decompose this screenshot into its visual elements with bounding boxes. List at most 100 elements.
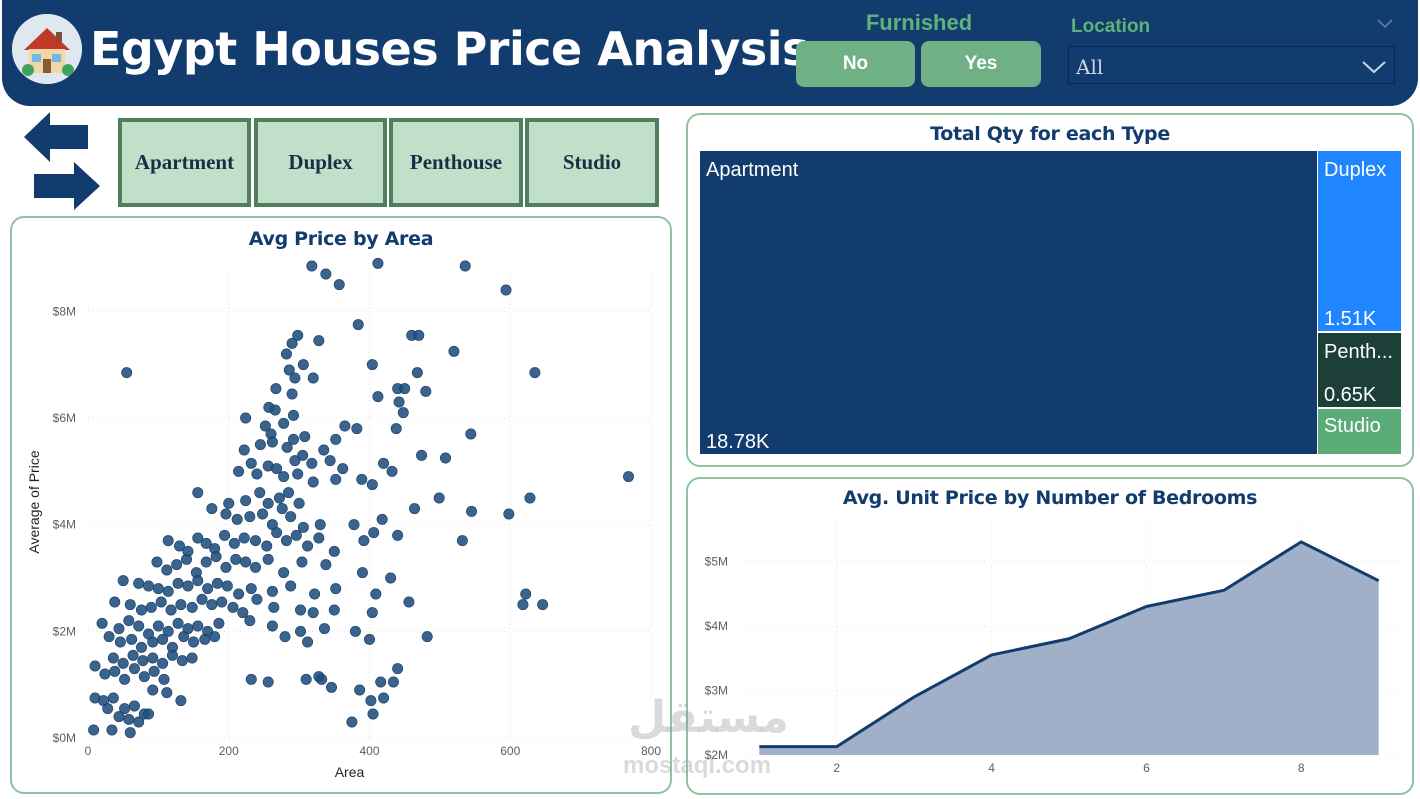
scatter-point[interactable] — [392, 529, 404, 541]
scatter-point[interactable] — [280, 348, 292, 360]
scatter-point[interactable] — [124, 727, 136, 739]
scatter-point[interactable] — [152, 620, 164, 632]
scatter-point[interactable] — [220, 508, 232, 520]
scatter-point[interactable] — [456, 535, 468, 547]
scatter-point[interactable] — [176, 655, 188, 667]
scatter-point[interactable] — [459, 260, 471, 272]
scatter-point[interactable] — [281, 441, 293, 453]
scatter-point[interactable] — [123, 713, 135, 725]
treemap-duplex[interactable]: Duplex 1.51K — [1318, 151, 1401, 331]
scatter-point[interactable] — [348, 519, 360, 531]
scatter-point[interactable] — [152, 583, 164, 595]
scatter-point[interactable] — [324, 455, 336, 467]
scatter-point[interactable] — [211, 577, 223, 589]
scatter-point[interactable] — [262, 553, 274, 565]
scatter-point[interactable] — [283, 487, 295, 499]
scatter-point[interactable] — [268, 601, 280, 613]
scatter-point[interactable] — [113, 711, 125, 723]
scatter-point[interactable] — [378, 692, 390, 704]
scatter-point[interactable] — [89, 660, 101, 672]
scatter-point[interactable] — [109, 665, 121, 677]
scatter-point[interactable] — [113, 623, 125, 635]
scatter-point[interactable] — [220, 561, 232, 573]
scatter-point[interactable] — [231, 513, 243, 525]
scatter-point[interactable] — [271, 527, 283, 539]
scatter-point[interactable] — [399, 383, 411, 395]
scatter-point[interactable] — [200, 537, 212, 549]
scatter-point[interactable] — [147, 652, 159, 664]
scatter-point[interactable] — [292, 329, 304, 341]
scatter-point[interactable] — [330, 583, 342, 595]
scatter-point[interactable] — [278, 567, 290, 579]
scatter-point[interactable] — [397, 407, 409, 419]
scatter-point[interactable] — [244, 511, 256, 523]
scatter-point[interactable] — [175, 695, 187, 707]
scatter-point[interactable] — [372, 391, 384, 403]
scatter-point[interactable] — [356, 473, 368, 485]
scatter-point[interactable] — [420, 385, 432, 397]
scatter-point[interactable] — [173, 540, 185, 552]
scatter-point[interactable] — [285, 511, 297, 523]
scatter-point[interactable] — [251, 468, 263, 480]
scatter-point[interactable] — [363, 633, 375, 645]
scatter-point[interactable] — [524, 492, 536, 504]
scatter-point[interactable] — [245, 583, 257, 595]
scatter-point[interactable] — [367, 708, 379, 720]
scatter-point[interactable] — [126, 633, 138, 645]
scatter-point[interactable] — [133, 577, 145, 589]
scatter-point[interactable] — [433, 492, 445, 504]
scatter-point[interactable] — [328, 545, 340, 557]
scatter-point[interactable] — [238, 532, 250, 544]
scatter-point[interactable] — [386, 465, 398, 477]
scatter-point[interactable] — [328, 604, 340, 616]
scatter-point[interactable] — [135, 641, 147, 653]
scatter-point[interactable] — [257, 508, 269, 520]
arrow-left-icon[interactable] — [24, 112, 90, 162]
scatter-point[interactable] — [151, 556, 163, 568]
scatter-point[interactable] — [390, 423, 402, 435]
scatter-point[interactable] — [351, 423, 363, 435]
furnished-no-button[interactable]: No — [796, 41, 915, 87]
scatter-point[interactable] — [346, 716, 358, 728]
scatter-point[interactable] — [117, 657, 129, 669]
scatter-point[interactable] — [413, 329, 425, 341]
scatter-point[interactable] — [240, 556, 252, 568]
scatter-point[interactable] — [466, 505, 478, 517]
area-series-line[interactable] — [759, 540, 1380, 749]
scatter-point[interactable] — [293, 497, 305, 509]
arrow-right-icon[interactable] — [32, 162, 100, 210]
scatter-point[interactable] — [337, 463, 349, 475]
scatter-point[interactable] — [161, 687, 173, 699]
scatter-point[interactable] — [278, 417, 290, 429]
scatter-point[interactable] — [162, 585, 174, 597]
scatter-point[interactable] — [385, 572, 397, 584]
scatter-point[interactable] — [289, 455, 301, 467]
scatter-point[interactable] — [157, 657, 169, 669]
scatter-point[interactable] — [299, 431, 311, 443]
scatter-point[interactable] — [106, 724, 118, 736]
scatter-point[interactable] — [196, 593, 208, 605]
scatter-point[interactable] — [206, 599, 218, 611]
scatter-point[interactable] — [162, 625, 174, 637]
scatter-point[interactable] — [155, 596, 167, 608]
scatter-point[interactable] — [181, 553, 193, 565]
scatter-point[interactable] — [143, 708, 155, 720]
scatter-point[interactable] — [99, 668, 111, 680]
scatter-point[interactable] — [297, 521, 309, 533]
scatter-point[interactable] — [103, 631, 115, 643]
scatter-point[interactable] — [465, 428, 477, 440]
scatter-point[interactable] — [192, 532, 204, 544]
scatter-point[interactable] — [172, 617, 184, 629]
scatter-point[interactable] — [375, 676, 387, 688]
scatter-point[interactable] — [286, 337, 298, 349]
scatter-point[interactable] — [227, 601, 239, 613]
scatter-point[interactable] — [219, 529, 231, 541]
scatter-point[interactable] — [392, 663, 404, 675]
scatter-point[interactable] — [223, 497, 235, 509]
scatter-point[interactable] — [109, 596, 121, 608]
scatter-point[interactable] — [162, 535, 174, 547]
scatter-point[interactable] — [366, 479, 378, 491]
scatter-point[interactable] — [297, 359, 309, 371]
scatter-point[interactable] — [251, 593, 263, 605]
scatter-point[interactable] — [320, 268, 332, 280]
